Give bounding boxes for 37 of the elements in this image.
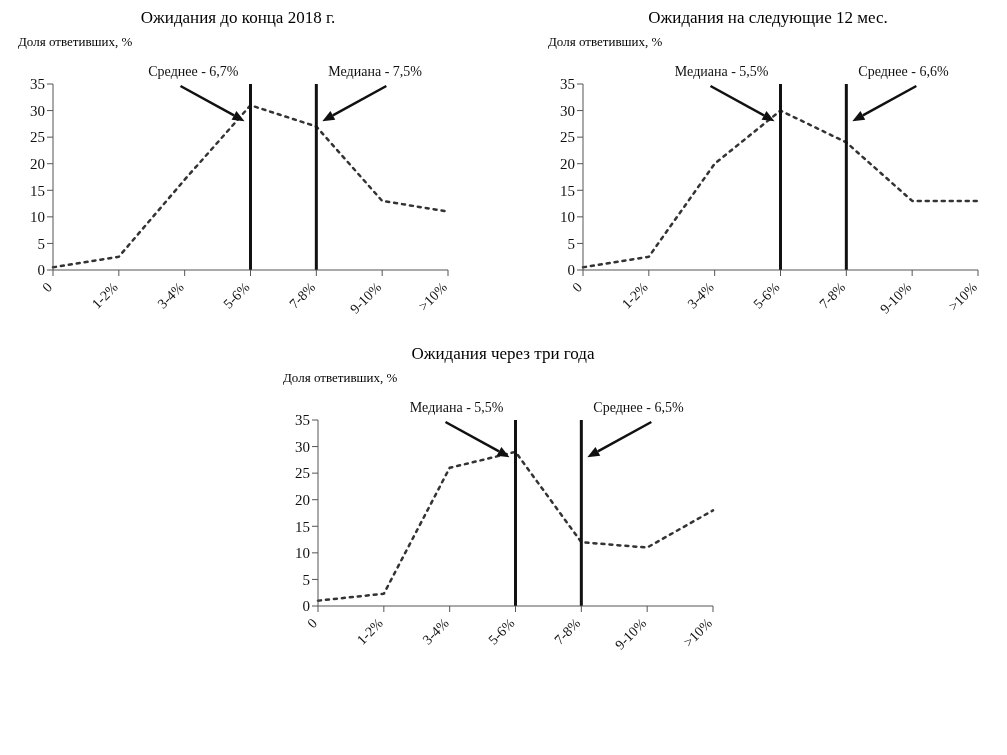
chart-title: Ожидания до конца 2018 г. xyxy=(139,8,337,28)
y-axis-title: Доля ответивших, % xyxy=(283,370,399,386)
y-tick-label: 30 xyxy=(560,102,575,119)
y-tick-label: 30 xyxy=(30,102,45,119)
y-tick-label: 20 xyxy=(560,156,575,173)
ref-line-label: Медиана - 5,5% xyxy=(409,400,504,415)
y-tick-label: 30 xyxy=(295,438,310,455)
ref-line-label: Среднее - 6,6% xyxy=(858,64,949,79)
y-tick-label: 25 xyxy=(295,465,310,482)
y-tick-label: 20 xyxy=(295,492,310,509)
y-tick-label: 15 xyxy=(560,182,575,199)
y-tick-label: 15 xyxy=(295,518,310,535)
y-tick-label: 0 xyxy=(302,598,310,615)
y-tick-label: 35 xyxy=(560,76,575,93)
y-tick-label: 35 xyxy=(295,412,310,429)
y-tick-label: 10 xyxy=(30,209,45,226)
line-series xyxy=(316,450,715,602)
y-tick-label: 20 xyxy=(30,156,45,173)
y-tick-label: 0 xyxy=(37,262,45,279)
chart-title: Ожидания через три года xyxy=(410,344,596,364)
y-tick-label: 35 xyxy=(30,76,45,93)
y-tick-label: 25 xyxy=(30,129,45,146)
y-tick-label: 5 xyxy=(302,571,310,588)
y-tick-label: 10 xyxy=(295,545,310,562)
y-tick-label: 15 xyxy=(30,182,45,199)
y-axis-title: Доля ответивших, % xyxy=(18,34,134,50)
ref-line-label: Медиана - 7,5% xyxy=(328,64,423,79)
y-tick-label: 25 xyxy=(560,129,575,146)
y-tick-label: 0 xyxy=(567,262,575,279)
y-tick-label: 5 xyxy=(567,235,575,252)
ref-line-label: Среднее - 6,7% xyxy=(148,64,239,79)
y-tick-label: 10 xyxy=(560,209,575,226)
y-axis-title: Доля ответивших, % xyxy=(548,34,664,50)
ref-line-label: Медиана - 5,5% xyxy=(674,64,769,79)
chart-title: Ожидания на следующие 12 мес. xyxy=(647,8,889,28)
ref-line-label: Среднее - 6,5% xyxy=(593,400,684,415)
y-tick-label: 5 xyxy=(37,235,45,252)
